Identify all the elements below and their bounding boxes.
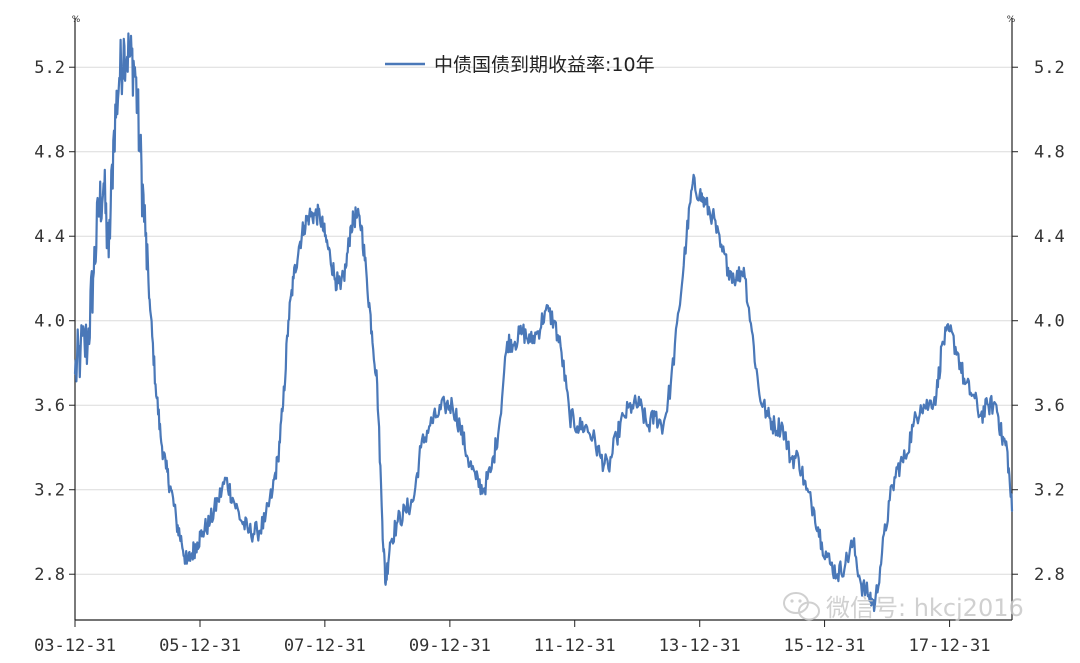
y-tick-label-left: 2.8 (34, 565, 65, 585)
x-tick-label: 07-12-31 (284, 636, 366, 656)
y-tick-label-left: 5.2 (34, 58, 65, 78)
y-axis-left: 2.8 3.2 3.6 4.0 4.4 4.8 5.2 (34, 58, 75, 585)
x-tick-label: 13-12-31 (659, 636, 741, 656)
y-tick-label-right: 4.4 (1034, 227, 1065, 247)
left-unit-label: % (72, 15, 81, 25)
x-tick-label: 11-12-31 (534, 636, 616, 656)
watermark-text: 微信号: hkcj2016 (826, 594, 1024, 622)
y-tick-label-left: 4.4 (34, 227, 65, 247)
right-unit-label: % (1007, 15, 1016, 25)
x-tick-label: 05-12-31 (159, 636, 241, 656)
y-tick-label-right: 5.2 (1034, 58, 1065, 78)
y-axis-right: 2.8 3.2 3.6 4.0 4.4 4.8 5.2 (1012, 58, 1065, 585)
wechat-icon (783, 592, 820, 621)
y-tick-label-left: 4.8 (34, 143, 65, 163)
y-tick-label-right: 4.0 (1034, 312, 1065, 332)
series-line-10y-treasury-yield (73, 32, 1014, 613)
y-tick-label-left: 3.6 (34, 396, 65, 416)
y-tick-label-right: 3.2 (1034, 481, 1065, 501)
legend-label: 中债国债到期收益率:10年 (434, 54, 655, 76)
y-tick-label-right: 4.8 (1034, 143, 1065, 163)
x-tick-label: 17-12-31 (909, 636, 991, 656)
y-tick-label-left: 4.0 (34, 312, 65, 332)
x-tick-label: 03-12-31 (34, 636, 116, 656)
watermark: 微信号: hkcj2016 (783, 592, 1024, 622)
y-tick-label-left: 3.2 (34, 481, 65, 501)
legend: 中债国债到期收益率:10年 (385, 54, 655, 76)
x-tick-label: 15-12-31 (784, 636, 866, 656)
y-tick-label-right: 3.6 (1034, 396, 1065, 416)
x-tick-label: 09-12-31 (409, 636, 491, 656)
y-tick-label-right: 2.8 (1034, 565, 1065, 585)
x-axis: 03-12-31 05-12-31 07-12-31 09-12-31 11-12-31… (34, 620, 991, 656)
